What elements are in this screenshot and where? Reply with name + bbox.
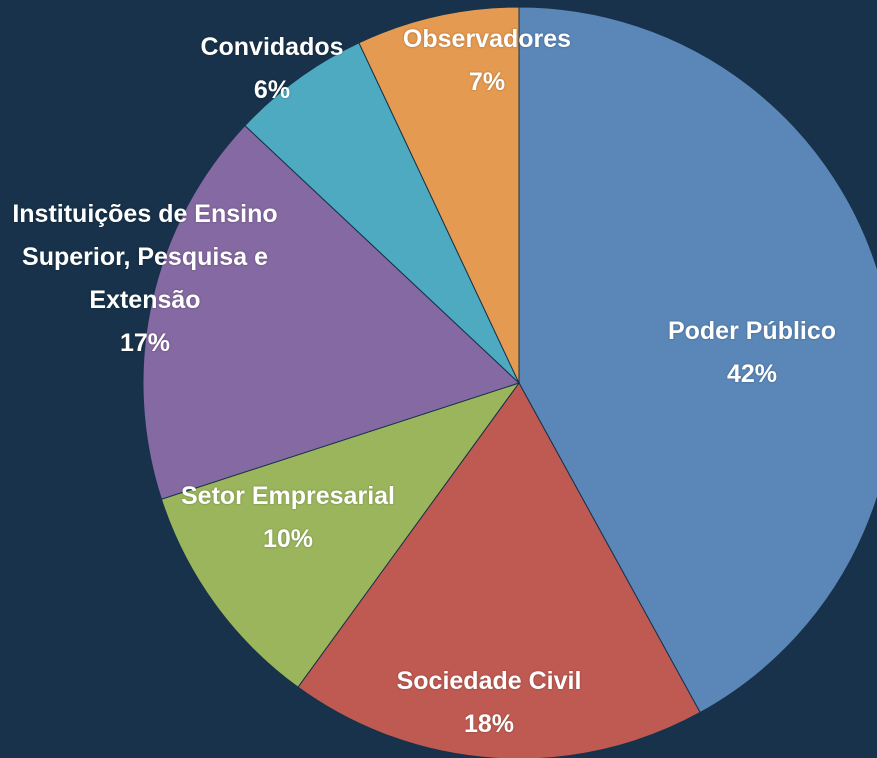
pie-slice bbox=[160, 382, 521, 688]
category-label: Sociedade Civil bbox=[396, 667, 582, 695]
category-label: Instituições de Ensino Superior, Pesquis… bbox=[12, 200, 278, 314]
slice-label: Observadores 7% bbox=[377, 18, 597, 104]
value-label: 6% bbox=[253, 76, 291, 104]
pie-slice bbox=[358, 6, 520, 384]
category-label: Setor Empresarial bbox=[181, 482, 395, 510]
slice-label: Sociedade Civil 18% bbox=[359, 660, 619, 746]
value-label: 18% bbox=[463, 710, 515, 738]
slice-label: Poder Público 42% bbox=[622, 310, 877, 396]
pie-slice bbox=[518, 6, 877, 714]
value-label: 7% bbox=[468, 68, 506, 96]
pie-slice bbox=[244, 42, 520, 384]
category-label: Observadores bbox=[402, 25, 572, 53]
slice-label: Instituições de Ensino Superior, Pesquis… bbox=[5, 193, 285, 365]
pie-slice bbox=[142, 124, 520, 500]
value-label: 42% bbox=[726, 360, 778, 388]
category-label: Convidados bbox=[200, 33, 344, 61]
value-label: 10% bbox=[262, 525, 314, 553]
pie-slice bbox=[297, 382, 701, 758]
value-label: 17% bbox=[119, 329, 171, 357]
slice-label: Convidados 6% bbox=[172, 26, 372, 112]
category-label: Poder Público bbox=[667, 317, 837, 345]
slice-label: Setor Empresarial 10% bbox=[178, 475, 398, 561]
